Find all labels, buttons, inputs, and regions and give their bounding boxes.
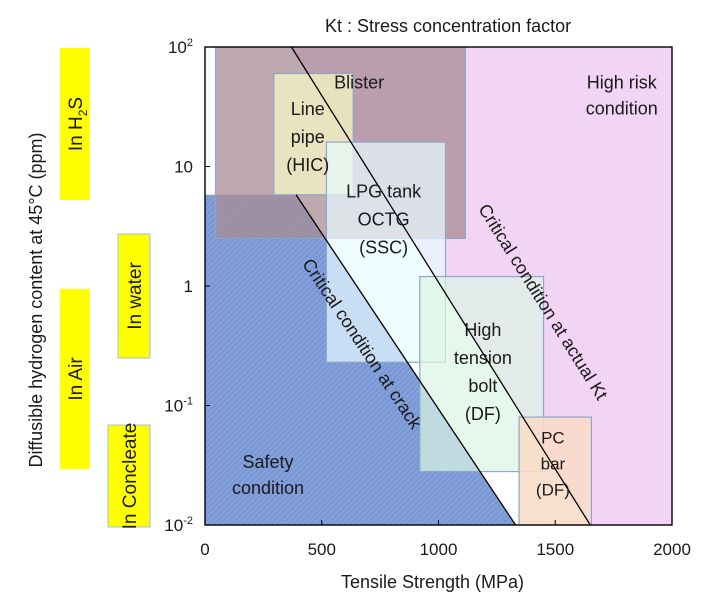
high-tension-bolt-label: (DF) [465,404,501,424]
high-tension-bolt-label: High [464,320,501,340]
critical-line-crack [295,194,517,526]
y-tick-label: 10-2 [164,515,193,535]
lpg-tank-label: OCTG [358,210,410,230]
env-water-label: In water [125,262,146,330]
line-pipe-label: (HIC) [286,155,329,175]
lpg-tank-label: LPG tank [346,182,422,202]
safety-label: Safety [243,452,294,472]
env-h2s-box [60,48,90,200]
high-risk-label: condition [586,98,658,118]
y-tick-label: 102 [168,37,193,57]
high-risk-label: High risk [587,72,658,92]
x-tick-label: 0 [200,540,209,559]
lpg-tank-label: (SSC) [359,238,408,258]
line-pipe-label: pipe [291,127,325,147]
env-h2s-label: In H2S [66,97,90,151]
y-tick-label: 10-1 [164,396,193,416]
blister-label: Blister [334,72,384,92]
high-tension-bolt-label: tension [454,348,512,368]
chart-title: Kt : Stress concentration factor [325,16,571,36]
x-tick-label: 2000 [653,540,691,559]
high-tension-bolt-label: bolt [468,376,497,396]
x-axis-label: Tensile Strength (MPa) [341,572,524,592]
pc-bar-label: PC [541,429,565,448]
env-concrete-box [107,424,151,528]
x-tick-label: 500 [308,540,336,559]
env-air-box [60,289,90,469]
env-water-box [117,233,151,359]
y-axis-label: Diffusible hydrogen content at 45°C (ppm… [26,132,46,467]
x-tick-label: 1000 [420,540,458,559]
line-pipe-label: Line [291,99,325,119]
pc-bar-label: bar [541,455,566,474]
safety-label: condition [232,478,304,498]
env-air-label: In Air [66,357,87,401]
y-tick-label: 10 [174,158,193,177]
x-tick-label: 1500 [536,540,574,559]
pc-bar-label: (DF) [536,481,570,500]
y-tick-label: 1 [184,277,193,296]
critical-line-actual-kt [290,46,591,526]
env-concrete-label: In Concleate [120,423,141,530]
